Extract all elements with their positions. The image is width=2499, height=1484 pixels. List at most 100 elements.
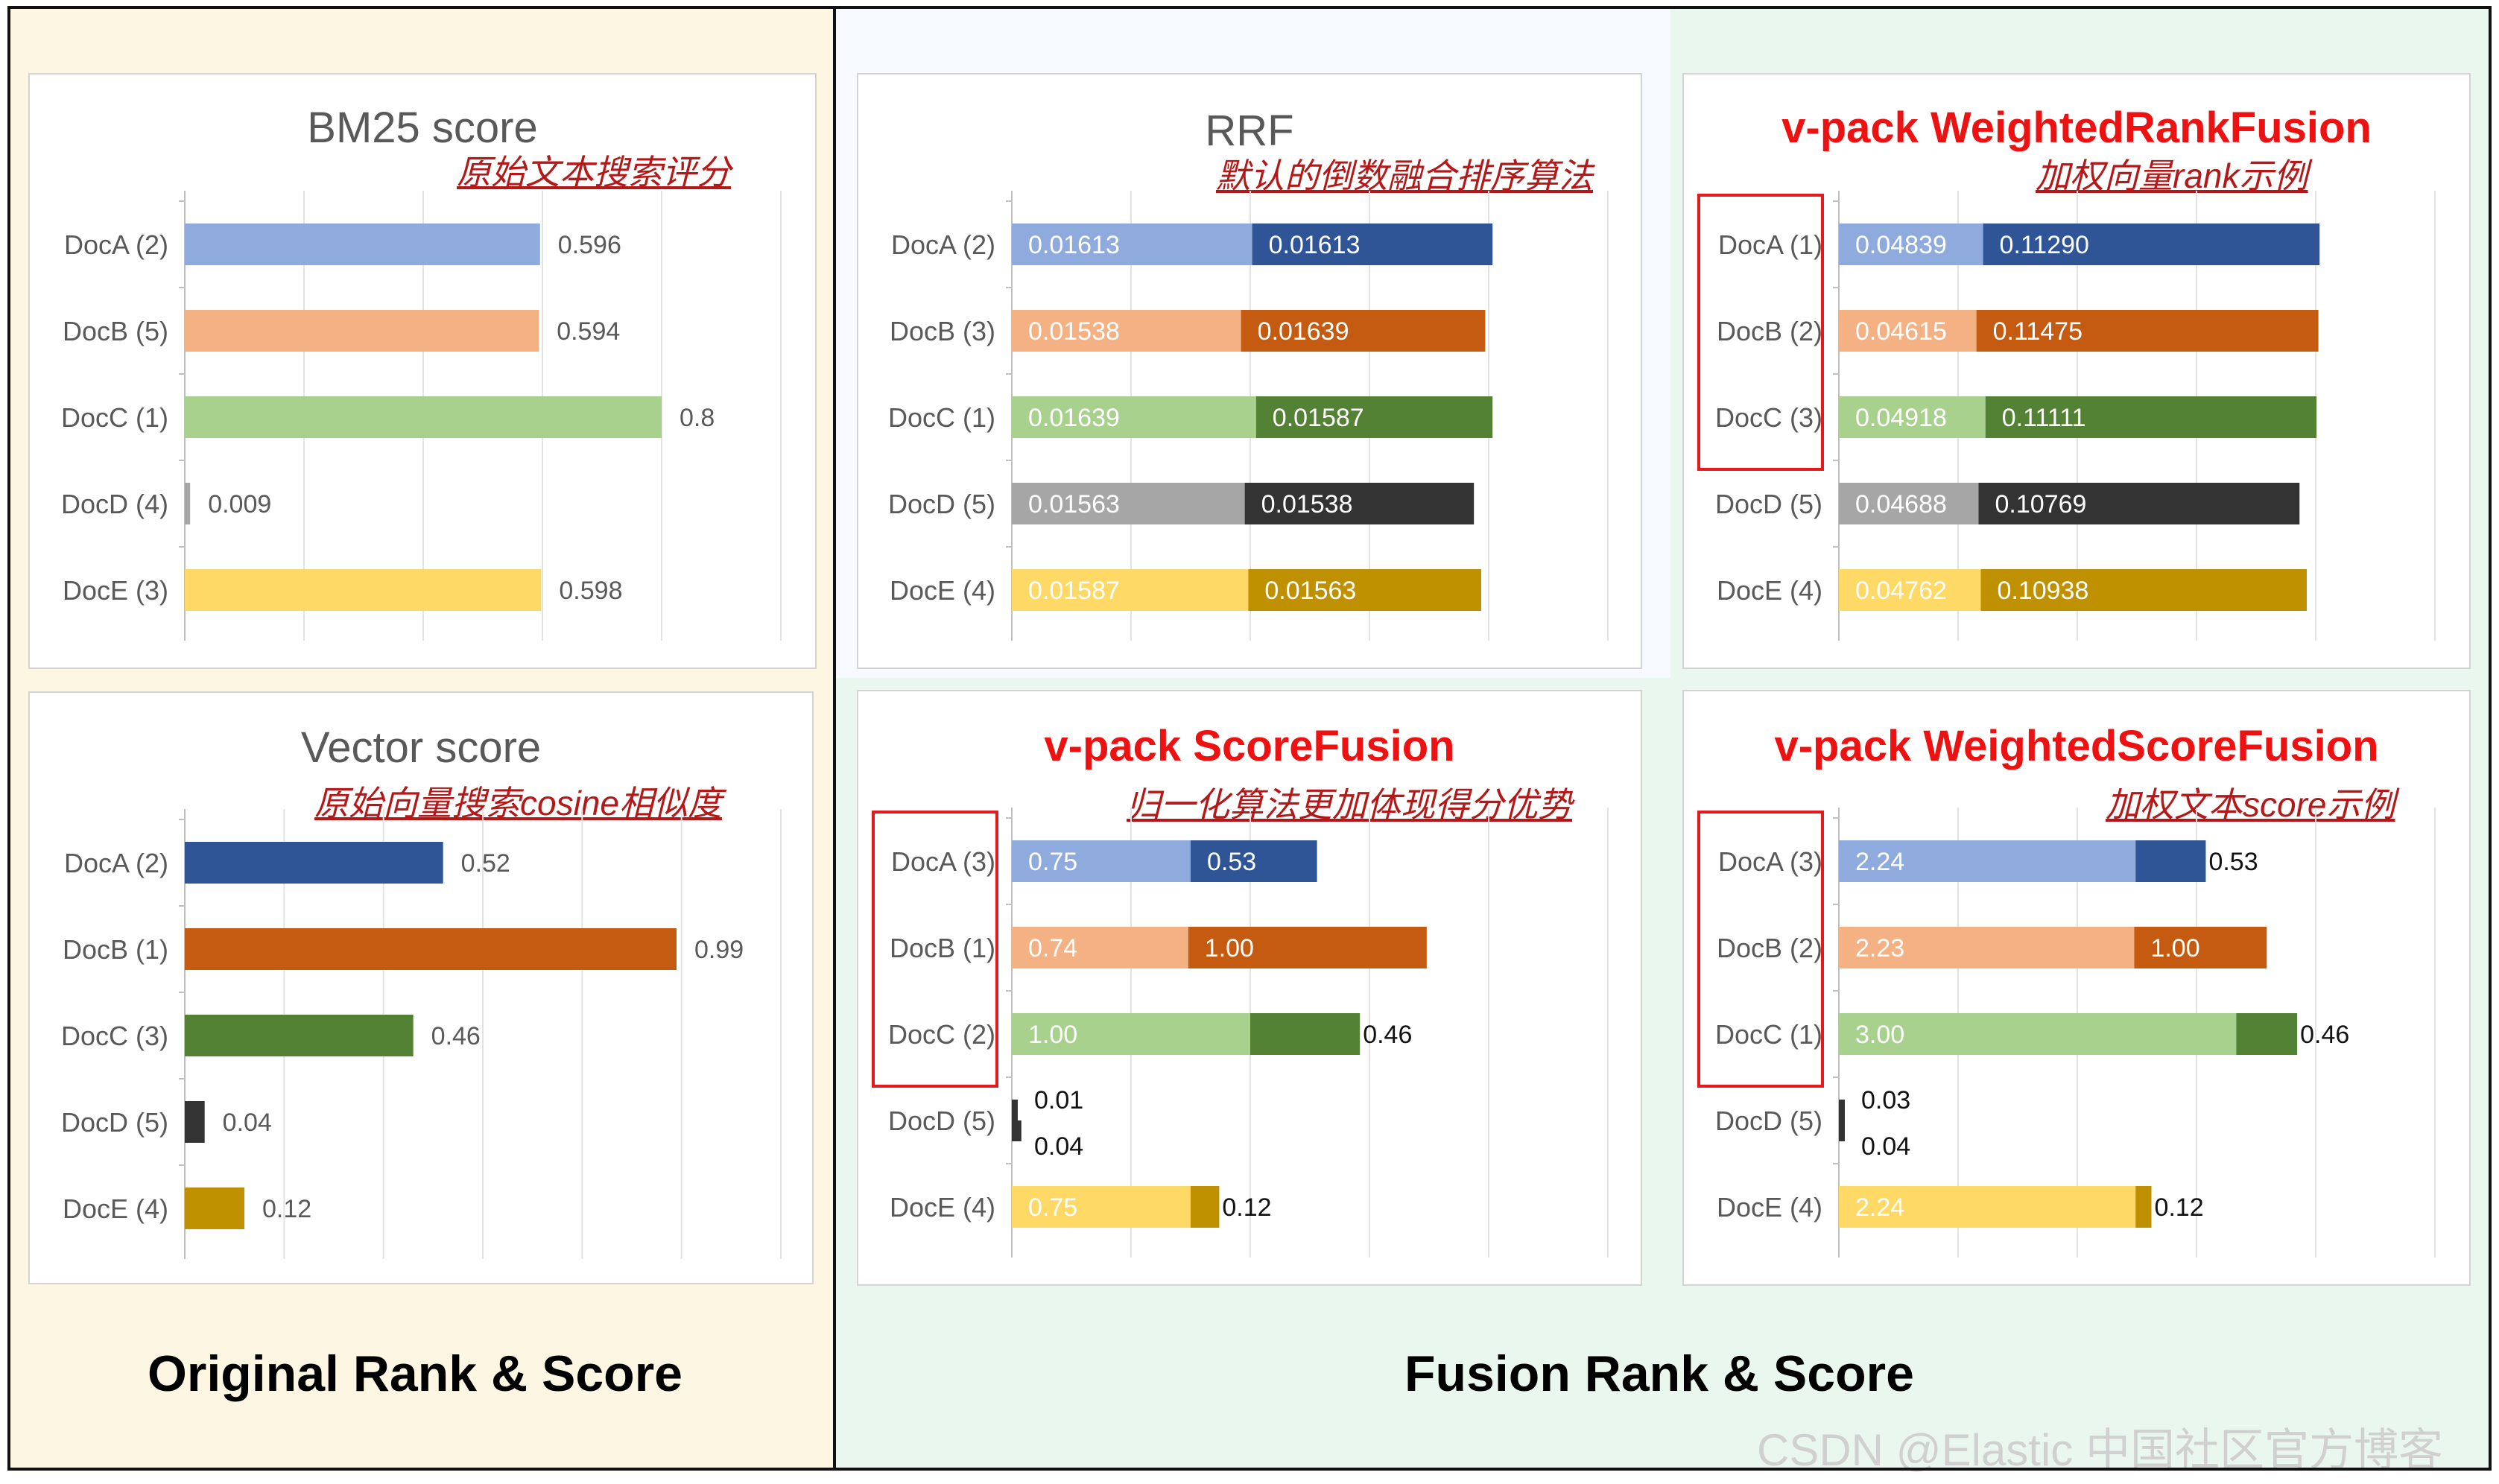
bar <box>1188 927 1427 968</box>
chart-subtitle: 加权文本score示例 <box>2106 785 2395 824</box>
bar <box>1012 1013 1250 1055</box>
category-label: DocD (4) <box>61 489 168 519</box>
bm25-plot: DocA (2) 0.596 DocB (5) 0.594 DocC (1) 0.8 Doc… <box>61 191 782 641</box>
bar <box>185 483 191 524</box>
bar <box>1012 1120 1022 1141</box>
category-label: DocC (1) <box>1715 1019 1822 1050</box>
category-label: DocC (3) <box>1715 402 1822 433</box>
bar <box>2236 1013 2298 1055</box>
bar <box>185 396 662 438</box>
bar <box>185 569 542 611</box>
bar <box>1248 569 1481 611</box>
data-label: 0.01613 <box>1028 231 1120 259</box>
data-label: 0.01538 <box>1261 490 1353 519</box>
data-label: 2.24 <box>1855 1193 1904 1222</box>
category-label: DocE (4) <box>1717 1192 1822 1223</box>
data-label: 0.598 <box>559 577 622 605</box>
category-label: DocD (5) <box>1715 489 1822 519</box>
rrf-plot: DocA (2) 0.01613 0.01613 DocB (3) 0.01538 0.0… <box>888 191 1609 641</box>
data-label: 0.53 <box>2208 848 2258 876</box>
data-label: 0.594 <box>557 317 620 346</box>
bar <box>1012 310 1241 352</box>
bar <box>1191 840 1317 882</box>
data-label: 0.52 <box>461 849 510 878</box>
bm25-score-chart: BM25 score 原始文本搜索评分 DocA (2) 0.596 DocB (5… <box>28 73 817 669</box>
weighted-score-fusion-chart: v-pack WeightedScoreFusion 加权文本score示例 D… <box>1682 690 2471 1286</box>
bar <box>1191 1186 1220 1228</box>
category-label: DocE (4) <box>890 1192 995 1223</box>
bar <box>185 223 540 265</box>
data-label: 2.23 <box>1855 934 1904 963</box>
data-label: 0.01639 <box>1028 404 1120 432</box>
chart-title: v-pack WeightedScoreFusion <box>1774 722 2379 770</box>
data-label: 0.01587 <box>1273 404 1364 432</box>
chart-subtitle: 加权向量rank示例 <box>2036 156 2308 195</box>
bar <box>2134 927 2267 968</box>
bar <box>185 1015 414 1056</box>
chart-title: v-pack WeightedRankFusion <box>1781 104 2372 152</box>
chart-subtitle: 原始向量搜索cosine相似度 <box>314 784 722 822</box>
bar <box>1839 483 1979 524</box>
category-label: DocA (3) <box>1718 846 1822 877</box>
bar <box>1012 1100 1018 1120</box>
bar <box>1250 1013 1361 1055</box>
data-label: 0.75 <box>1028 848 1077 876</box>
category-label: DocC (2) <box>888 1019 995 1050</box>
data-label: 0.74 <box>1028 934 1077 963</box>
data-label: 3.00 <box>1855 1021 1904 1049</box>
category-label: DocD (5) <box>888 1106 995 1136</box>
weighted-rank-fusion-chart: v-pack WeightedRankFusion 加权向量rank示例 Doc… <box>1682 73 2471 669</box>
data-label: 0.596 <box>558 231 621 259</box>
category-label: DocA (2) <box>64 848 168 878</box>
data-label: 0.11475 <box>1993 317 2082 346</box>
data-label: 0.04688 <box>1855 490 1947 519</box>
category-label: DocB (2) <box>1717 933 1822 963</box>
category-label: DocD (5) <box>61 1107 168 1138</box>
bar <box>1983 223 2320 265</box>
data-label: 0.10938 <box>1997 577 2088 605</box>
bar <box>185 310 539 352</box>
data-label: 0.01563 <box>1028 490 1120 519</box>
highlight-box <box>1697 194 1824 471</box>
category-label: DocE (4) <box>63 1193 168 1224</box>
bar <box>1839 396 1986 438</box>
bar <box>1839 1186 2136 1228</box>
original-section-label: Original Rank & Score <box>148 1345 682 1402</box>
bar <box>1012 1186 1191 1228</box>
chart-subtitle: 原始文本搜索评分 <box>457 153 731 191</box>
bar <box>1976 310 2319 352</box>
data-label: 0.11111 <box>2002 404 2086 432</box>
category-label: DocD (5) <box>888 489 995 519</box>
data-label: 0.04615 <box>1855 317 1947 346</box>
bar <box>1012 223 1252 265</box>
data-label: 0.01 <box>1034 1086 1083 1114</box>
chart-subtitle: 归一化算法更加体现得分优势 <box>1127 785 1572 824</box>
rrf-chart: RRF 默认的倒数融合排序算法 DocA (2) 0.01613 0.01613 Do… <box>857 73 1642 669</box>
bar <box>1012 569 1249 611</box>
bar <box>1012 483 1245 524</box>
vector-plot: DocA (2) 0.52 DocB (1) 0.99 DocC (3) 0.46 DocD… <box>61 809 782 1259</box>
data-label: 1.00 <box>1028 1021 1077 1049</box>
bar <box>1255 396 1493 438</box>
weighted-rank-fusion-plot: DocA (1) 0.04839 0.11290 DocB (2) 0.04615 0.1… <box>1697 191 2436 641</box>
section-divider <box>833 6 836 1471</box>
data-label: 0.01538 <box>1028 317 1120 346</box>
category-label: DocA (2) <box>891 229 995 260</box>
data-label: 0.04 <box>1034 1132 1083 1161</box>
category-label: DocA (2) <box>64 229 168 260</box>
category-label: DocC (1) <box>888 402 995 433</box>
data-label: 0.46 <box>2300 1021 2349 1049</box>
bar <box>1012 840 1191 882</box>
bar <box>1839 569 1981 611</box>
data-label: 2.24 <box>1855 848 1904 876</box>
bar <box>1839 1013 2237 1055</box>
data-label: 0.99 <box>694 936 744 964</box>
highlight-box <box>1697 811 1824 1088</box>
category-label: DocB (3) <box>890 316 995 346</box>
bar <box>1839 927 2135 968</box>
bar <box>185 1101 205 1143</box>
bar <box>1244 483 1475 524</box>
bar <box>1012 927 1188 968</box>
data-label: 0.009 <box>208 490 271 519</box>
chart-title: RRF <box>1205 107 1294 155</box>
